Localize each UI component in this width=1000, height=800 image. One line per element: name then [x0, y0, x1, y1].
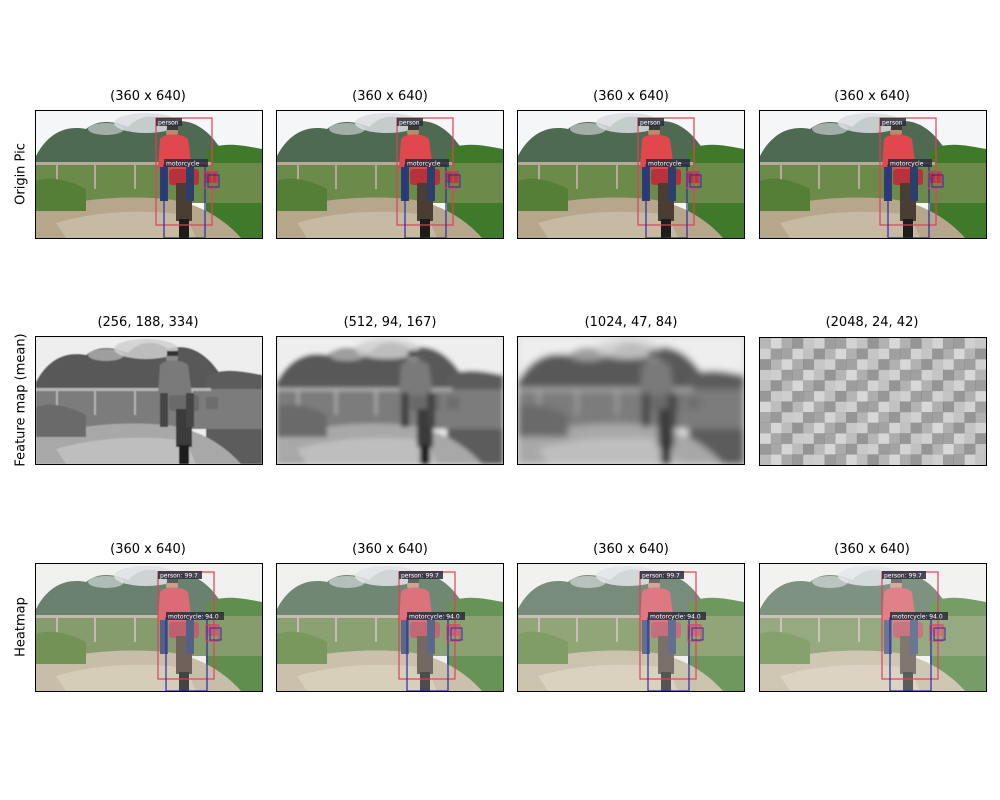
panel-title: (512, 94, 167) — [343, 315, 437, 330]
panel-title: (360 x 640) — [593, 89, 669, 104]
panel-image: person motorcycle — [517, 110, 745, 239]
person-detection-label: person — [399, 120, 420, 127]
panel-title: (360 x 640) — [110, 89, 186, 104]
panel-title: (360 x 640) — [834, 89, 910, 104]
row-label-heatmap: Heatmap — [13, 597, 29, 657]
panel-title: (256, 188, 334) — [97, 315, 199, 330]
motorcycle-detection-label: motorcycle: 94.0 — [409, 614, 460, 621]
panel-image: person: 99.7 motorcycle: 94.0 — [35, 563, 263, 692]
motorcycle-detection-label: motorcycle — [890, 161, 924, 168]
panel-title: (360 x 640) — [593, 542, 669, 557]
motorcycle-detection-label: motorcycle: 94.0 — [892, 614, 943, 621]
motorcycle-detection-label: motorcycle: 94.0 — [168, 614, 219, 621]
panel-image — [517, 336, 745, 465]
panel-image: person: 99.7 motorcycle: 94.0 — [276, 563, 504, 692]
motorcycle-detection-label: motorcycle — [648, 161, 682, 168]
person-detection-label: person — [640, 120, 661, 127]
person-detection-label: person: 99.7 — [401, 573, 439, 580]
panel-image: person: 99.7 motorcycle: 94.0 — [759, 563, 987, 692]
motorcycle-detection-label: motorcycle — [407, 161, 441, 168]
panel-title: (360 x 640) — [834, 542, 910, 557]
panel-title: (360 x 640) — [352, 542, 428, 557]
panel-title: (360 x 640) — [352, 89, 428, 104]
person-detection-label: person — [882, 120, 903, 127]
panel-title: (2048, 24, 42) — [825, 315, 919, 330]
person-detection-label: person: 99.7 — [160, 573, 198, 580]
panel-image: person motorcycle — [35, 110, 263, 239]
panel-image: person motorcycle — [759, 110, 987, 239]
panel-image — [276, 336, 504, 465]
panel-image — [35, 336, 263, 465]
panel-image: person: 99.7 motorcycle: 94.0 — [517, 563, 745, 692]
panel-title: (360 x 640) — [110, 542, 186, 557]
person-detection-label: person: 99.7 — [642, 573, 680, 580]
panel-image — [759, 337, 987, 466]
person-detection-label: person — [158, 120, 179, 127]
panel-title: (1024, 47, 84) — [584, 315, 678, 330]
panel-image: person motorcycle — [276, 110, 504, 239]
motorcycle-detection-label: motorcycle — [166, 161, 200, 168]
motorcycle-detection-label: motorcycle: 94.0 — [650, 614, 701, 621]
row-label-feature-map: Feature map (mean) — [13, 333, 29, 467]
person-detection-label: person: 99.7 — [884, 573, 922, 580]
row-label-origin-pic: Origin Pic — [13, 143, 29, 205]
